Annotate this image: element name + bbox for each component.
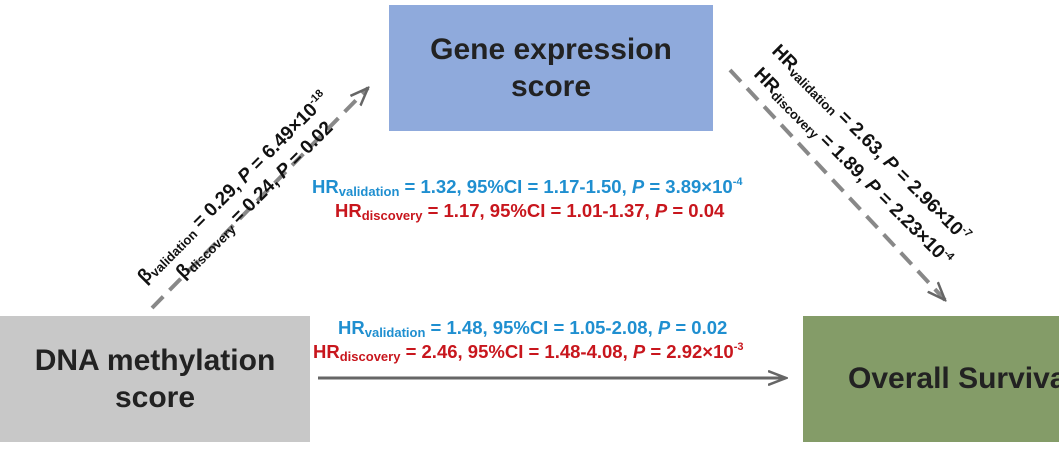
gene-node-line2: score (510, 70, 592, 103)
direct-discovery-stat: HRdiscovery = 2.46, 95%CI = 1.48-4.08, P… (313, 341, 744, 364)
indirect-discovery-stat: HRdiscovery = 1.17, 95%CI = 1.01-1.37, P… (335, 200, 725, 223)
dna-node-line2: score (114, 381, 196, 414)
dna-node-line1: DNA methylation (34, 343, 276, 377)
os-node-label: Overall Surviva (848, 362, 1059, 396)
gene-node-line1: Gene expression (430, 32, 672, 66)
indirect-validation-stat: HRvalidation = 1.32, 95%CI = 1.17-1.50, … (312, 176, 743, 199)
arrow-dna-to-gene (150, 88, 368, 310)
direct-validation-stat: HRvalidation = 1.48, 95%CI = 1.05-2.08, … (338, 317, 728, 340)
gene-expression-node: Gene expression score (389, 5, 713, 131)
overall-survival-node: Overall Surviva (803, 316, 1059, 442)
arrow-gene-to-os (728, 68, 945, 300)
dna-methylation-node: DNA methylation score (0, 316, 310, 442)
